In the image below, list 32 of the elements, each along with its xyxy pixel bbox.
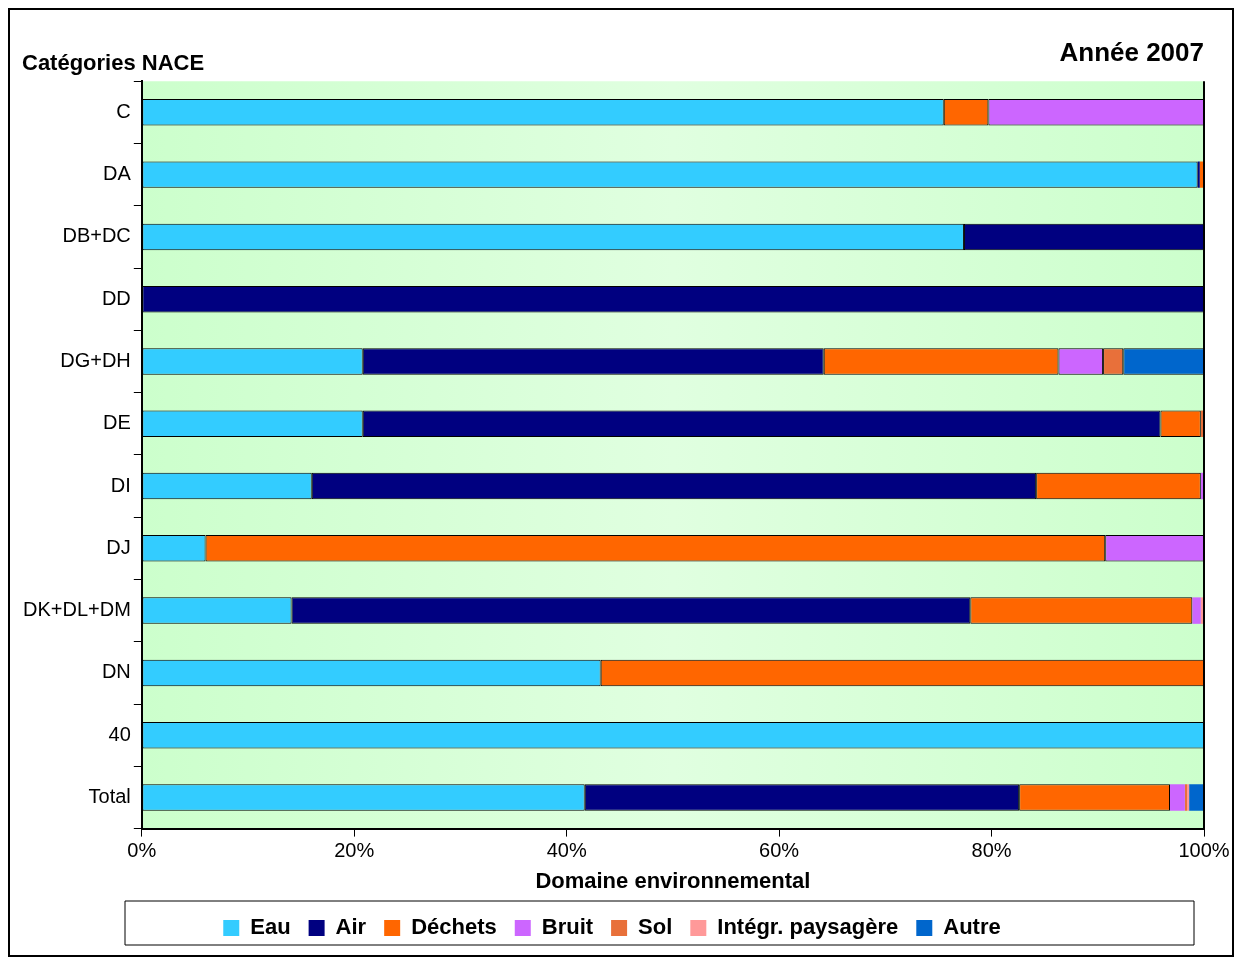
y-tick-label: 40 [108,722,131,745]
bar [1170,784,1185,811]
bar [1189,784,1204,811]
y-tick-label: Total [88,784,131,807]
x-tick-label: 60% [759,839,800,862]
y-axis-title: Catégories NACE [22,50,205,76]
x-tick-label: 20% [334,839,375,862]
legend-label: Eau [250,914,291,940]
bar [1197,161,1200,188]
y-tick-label: DE [103,411,131,434]
x-tick-label: 80% [971,839,1012,862]
x-axis-title: Domaine environnemental [535,867,811,893]
y-tick-label: DB+DC [62,224,131,247]
y-tick-label: C [116,99,131,122]
bar [1192,597,1201,624]
y-tick-label: DG+DH [60,348,131,371]
y-tick-label: DN [101,660,131,683]
y-tick-label: DJ [106,535,131,558]
y-tick-label: DI [110,473,131,496]
legend-label: Déchets [411,914,497,940]
legend-label: Autre [943,914,1001,940]
x-tick-label: 100% [1178,839,1230,862]
y-tick-label: DK+DL+DM [23,598,131,621]
y-tick-label: DA [103,162,132,185]
x-tick-label: 40% [546,839,587,862]
x-tick-label: 0% [127,839,157,862]
chart-title: Année 2007 [1059,36,1204,67]
legend-label: Sol [638,914,673,940]
legend-label: Bruit [541,914,594,940]
legend-label: Air [335,914,367,940]
y-tick-label: DD [101,286,131,309]
legend-label: Intégr. paysagère [717,914,899,940]
